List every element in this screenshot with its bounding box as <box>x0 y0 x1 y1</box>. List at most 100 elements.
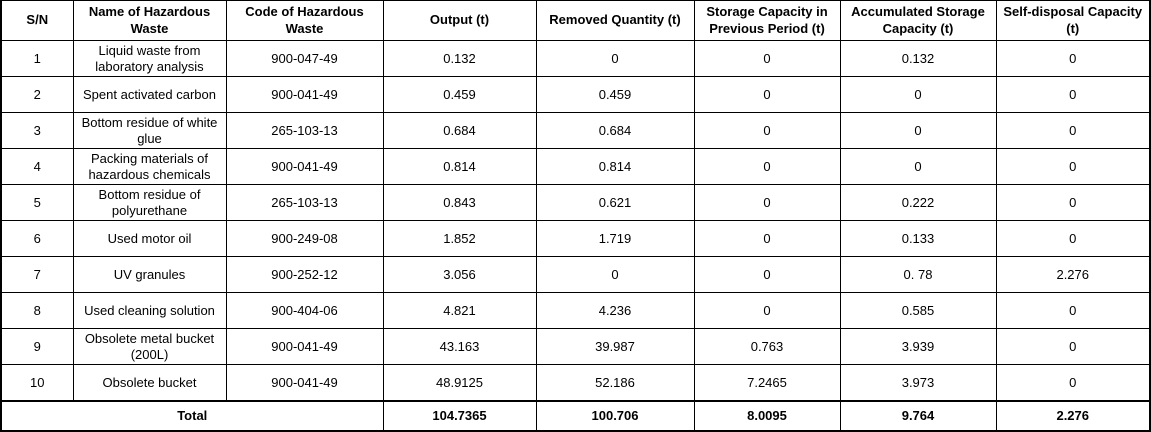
cell-accumulated: 0.132 <box>839 40 997 77</box>
cell-self-disposal: 0 <box>995 292 1151 329</box>
cell-storage-previous: 0.763 <box>693 328 841 365</box>
cell-removed: 0.814 <box>535 148 695 185</box>
cell-self-disposal: 0 <box>995 76 1151 113</box>
cell-name: Obsolete metal bucket (200L) <box>72 328 227 365</box>
cell-sn: 4 <box>0 148 74 185</box>
cell-removed: 52.186 <box>535 364 695 402</box>
column-header-accumulated-storage: Accumulated Storage Capacity (t) <box>839 0 997 41</box>
cell-accumulated: 0 <box>839 112 997 149</box>
table-row: 7 UV granules 900-252-12 3.056 0 0 0. 78… <box>0 256 1151 293</box>
cell-sn: 3 <box>0 112 74 149</box>
cell-name: Used motor oil <box>72 220 227 257</box>
cell-sn: 9 <box>0 328 74 365</box>
column-header-removed-quantity: Removed Quantity (t) <box>535 0 695 41</box>
cell-output: 4.821 <box>382 292 537 329</box>
table-row: 1 Liquid waste from laboratory analysis … <box>0 40 1151 77</box>
column-header-storage-previous: Storage Capacity in Previous Period (t) <box>693 0 841 41</box>
column-header-code: Code of Hazardous Waste <box>225 0 384 41</box>
column-header-self-disposal: Self-disposal Capacity (t) <box>995 0 1151 41</box>
cell-self-disposal: 0 <box>995 220 1151 257</box>
cell-accumulated: 0 <box>839 148 997 185</box>
cell-self-disposal: 0 <box>995 364 1151 402</box>
cell-code: 900-041-49 <box>225 76 384 113</box>
cell-name: Spent activated carbon <box>72 76 227 113</box>
table-row: 10 Obsolete bucket 900-041-49 48.9125 52… <box>0 364 1151 402</box>
cell-removed: 0 <box>535 40 695 77</box>
cell-self-disposal: 0 <box>995 148 1151 185</box>
cell-accumulated: 0.222 <box>839 184 997 221</box>
cell-name: Used cleaning solution <box>72 292 227 329</box>
column-header-sn: S/N <box>0 0 74 41</box>
cell-output: 0.814 <box>382 148 537 185</box>
table-body: 1 Liquid waste from laboratory analysis … <box>0 40 1151 432</box>
cell-code: 900-047-49 <box>225 40 384 77</box>
cell-output: 0.132 <box>382 40 537 77</box>
cell-code: 900-041-49 <box>225 364 384 402</box>
cell-sn: 7 <box>0 256 74 293</box>
cell-output: 1.852 <box>382 220 537 257</box>
cell-name: Obsolete bucket <box>72 364 227 402</box>
cell-output: 0.843 <box>382 184 537 221</box>
cell-code: 265-103-13 <box>225 184 384 221</box>
table-row: 2 Spent activated carbon 900-041-49 0.45… <box>0 76 1151 113</box>
cell-sn: 6 <box>0 220 74 257</box>
cell-code: 900-252-12 <box>225 256 384 293</box>
cell-accumulated: 0.585 <box>839 292 997 329</box>
cell-name: Bottom residue of polyurethane <box>72 184 227 221</box>
cell-accumulated: 0. 78 <box>839 256 997 293</box>
cell-output: 0.459 <box>382 76 537 113</box>
cell-accumulated: 3.939 <box>839 328 997 365</box>
cell-storage-previous: 7.2465 <box>693 364 841 402</box>
cell-sn: 1 <box>0 40 74 77</box>
column-header-name: Name of Hazardous Waste <box>72 0 227 41</box>
table-row: 8 Used cleaning solution 900-404-06 4.82… <box>0 292 1151 329</box>
cell-storage-previous: 0 <box>693 148 841 185</box>
cell-removed: 0 <box>535 256 695 293</box>
cell-name: Packing materials of hazardous chemicals <box>72 148 227 185</box>
cell-code: 900-249-08 <box>225 220 384 257</box>
cell-removed: 4.236 <box>535 292 695 329</box>
cell-name: Liquid waste from laboratory analysis <box>72 40 227 77</box>
cell-sn: 10 <box>0 364 74 402</box>
cell-self-disposal: 0 <box>995 328 1151 365</box>
cell-self-disposal: 2.276 <box>995 256 1151 293</box>
cell-accumulated: 0.133 <box>839 220 997 257</box>
cell-output: 0.684 <box>382 112 537 149</box>
cell-storage-previous: 0 <box>693 40 841 77</box>
cell-output: 48.9125 <box>382 364 537 402</box>
cell-output: 43.163 <box>382 328 537 365</box>
cell-self-disposal: 0 <box>995 40 1151 77</box>
cell-code: 900-041-49 <box>225 148 384 185</box>
table-row: 3 Bottom residue of white glue 265-103-1… <box>0 112 1151 149</box>
cell-name: Bottom residue of white glue <box>72 112 227 149</box>
cell-removed: 0.459 <box>535 76 695 113</box>
cell-removed: 0.684 <box>535 112 695 149</box>
header-row: S/N Name of Hazardous Waste Code of Haza… <box>0 0 1151 41</box>
cell-self-disposal: 0 <box>995 112 1151 149</box>
cell-code: 900-404-06 <box>225 292 384 329</box>
cell-accumulated: 0 <box>839 76 997 113</box>
cell-code: 900-041-49 <box>225 328 384 365</box>
cell-storage-previous: 0 <box>693 220 841 257</box>
table-row: 4 Packing materials of hazardous chemica… <box>0 148 1151 185</box>
cell-storage-previous: 0 <box>693 292 841 329</box>
cell-storage-previous: 0 <box>693 76 841 113</box>
cell-sn: 2 <box>0 76 74 113</box>
cell-storage-previous: 0 <box>693 112 841 149</box>
column-header-output: Output (t) <box>382 0 537 41</box>
cell-removed: 0.621 <box>535 184 695 221</box>
cell-sn: 5 <box>0 184 74 221</box>
table-row: 6 Used motor oil 900-249-08 1.852 1.719 … <box>0 220 1151 257</box>
cell-output: 3.056 <box>382 256 537 293</box>
cell-removed: 39.987 <box>535 328 695 365</box>
table-row: 5 Bottom residue of polyurethane 265-103… <box>0 184 1151 221</box>
table-row: 9 Obsolete metal bucket (200L) 900-041-4… <box>0 328 1151 365</box>
cell-storage-previous: 0 <box>693 184 841 221</box>
table-header: S/N Name of Hazardous Waste Code of Haza… <box>0 0 1151 41</box>
cell-code: 265-103-13 <box>225 112 384 149</box>
cell-storage-previous: 0 <box>693 256 841 293</box>
cell-removed: 1.719 <box>535 220 695 257</box>
cell-accumulated: 3.973 <box>839 364 997 402</box>
cell-sn: 8 <box>0 292 74 329</box>
